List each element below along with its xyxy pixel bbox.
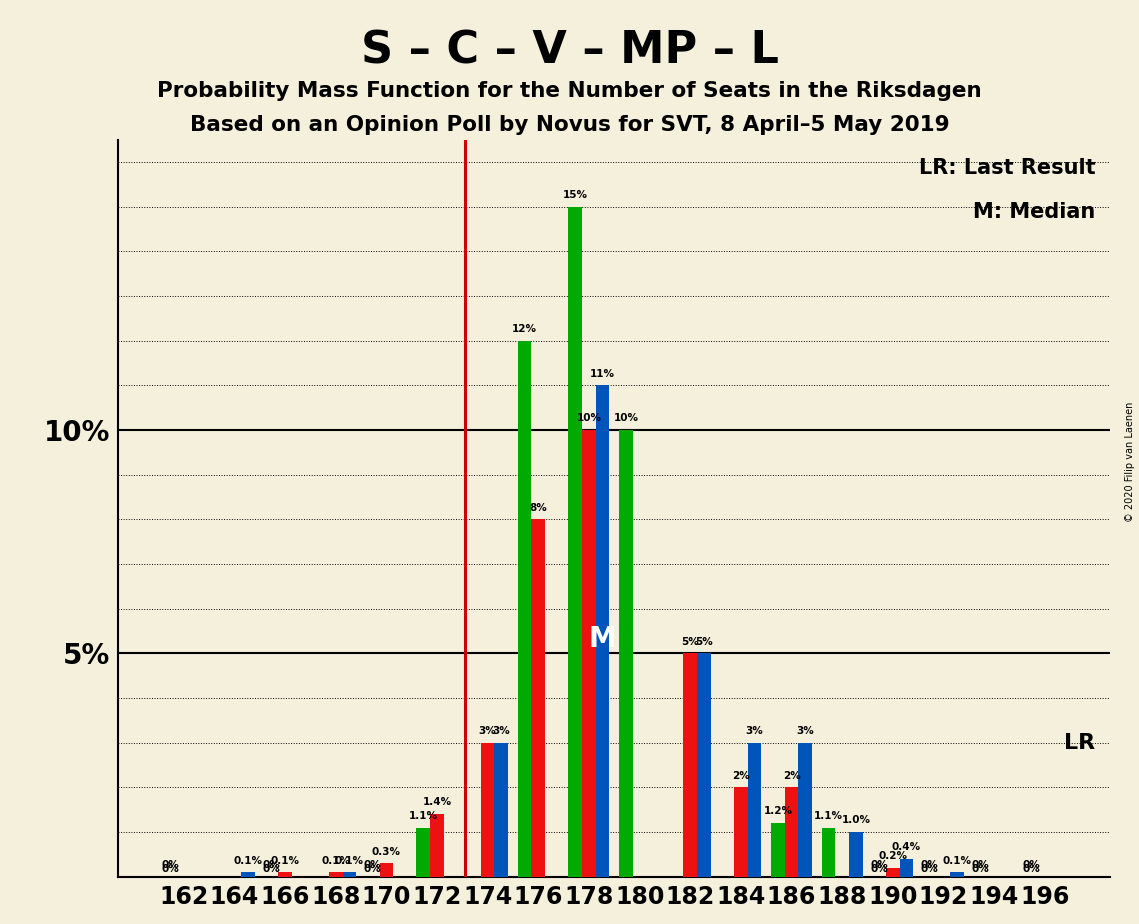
Text: S – C – V – MP – L: S – C – V – MP – L <box>361 30 778 73</box>
Text: 2%: 2% <box>782 771 801 781</box>
Text: 0%: 0% <box>162 865 179 874</box>
Text: 0%: 0% <box>363 865 382 874</box>
Bar <box>747 743 761 877</box>
Text: Based on an Opinion Poll by Novus for SVT, 8 April–5 May 2019: Based on an Opinion Poll by Novus for SV… <box>190 115 949 135</box>
Bar <box>734 787 747 877</box>
Bar <box>241 872 255 877</box>
Text: 0%: 0% <box>162 860 179 870</box>
Bar <box>596 385 609 877</box>
Text: 0%: 0% <box>921 865 939 874</box>
Bar <box>278 872 292 877</box>
Bar <box>431 814 444 877</box>
Text: 2%: 2% <box>732 771 749 781</box>
Text: 1.4%: 1.4% <box>423 797 451 808</box>
Text: 1.2%: 1.2% <box>763 807 793 817</box>
Text: 0%: 0% <box>972 865 990 874</box>
Bar <box>343 872 357 877</box>
Bar <box>900 858 913 877</box>
Bar <box>771 823 785 877</box>
Text: 0.2%: 0.2% <box>878 851 908 861</box>
Text: 15%: 15% <box>563 190 588 200</box>
Bar <box>849 832 862 877</box>
Text: 0.1%: 0.1% <box>321 856 350 866</box>
Text: 0%: 0% <box>972 860 990 870</box>
Text: 0%: 0% <box>262 860 280 870</box>
Text: M: M <box>589 626 616 653</box>
Text: LR: LR <box>1064 733 1096 753</box>
Text: 0%: 0% <box>870 860 888 870</box>
Text: 0%: 0% <box>1022 860 1040 870</box>
Bar <box>568 207 582 877</box>
Bar <box>518 341 532 877</box>
Text: 10%: 10% <box>576 413 601 423</box>
Text: M: Median: M: Median <box>973 202 1096 223</box>
Text: 5%: 5% <box>695 637 713 647</box>
Text: LR: Last Result: LR: Last Result <box>919 158 1096 178</box>
Bar <box>582 430 596 877</box>
Bar <box>620 430 633 877</box>
Text: 1.1%: 1.1% <box>409 811 437 821</box>
Bar <box>379 863 393 877</box>
Bar <box>785 787 798 877</box>
Text: 0%: 0% <box>921 860 939 870</box>
Text: 3%: 3% <box>796 726 814 736</box>
Text: 1.1%: 1.1% <box>814 811 843 821</box>
Text: Probability Mass Function for the Number of Seats in the Riksdagen: Probability Mass Function for the Number… <box>157 81 982 102</box>
Text: 0%: 0% <box>262 865 280 874</box>
Text: 8%: 8% <box>530 503 547 513</box>
Text: 3%: 3% <box>478 726 497 736</box>
Text: 1.0%: 1.0% <box>842 815 870 825</box>
Text: 0.1%: 0.1% <box>233 856 263 866</box>
Bar <box>683 653 697 877</box>
Text: 0.1%: 0.1% <box>335 856 363 866</box>
Text: 0%: 0% <box>870 865 888 874</box>
Text: 0%: 0% <box>363 860 382 870</box>
Text: 0.1%: 0.1% <box>943 856 972 866</box>
Text: 0.1%: 0.1% <box>271 856 300 866</box>
Text: 12%: 12% <box>513 324 538 334</box>
Bar <box>950 872 964 877</box>
Text: 5%: 5% <box>681 637 699 647</box>
Text: 11%: 11% <box>590 369 615 379</box>
Text: 3%: 3% <box>746 726 763 736</box>
Bar <box>481 743 494 877</box>
Bar <box>798 743 812 877</box>
Bar <box>886 868 900 877</box>
Text: 10%: 10% <box>614 413 638 423</box>
Bar <box>697 653 711 877</box>
Bar <box>329 872 343 877</box>
Text: 0.3%: 0.3% <box>371 846 401 857</box>
Text: 0.4%: 0.4% <box>892 842 921 852</box>
Text: 3%: 3% <box>492 726 510 736</box>
Bar <box>532 519 546 877</box>
Bar <box>494 743 508 877</box>
Text: 0%: 0% <box>1022 865 1040 874</box>
Text: © 2020 Filip van Laenen: © 2020 Filip van Laenen <box>1125 402 1134 522</box>
Bar <box>417 828 431 877</box>
Bar <box>821 828 835 877</box>
